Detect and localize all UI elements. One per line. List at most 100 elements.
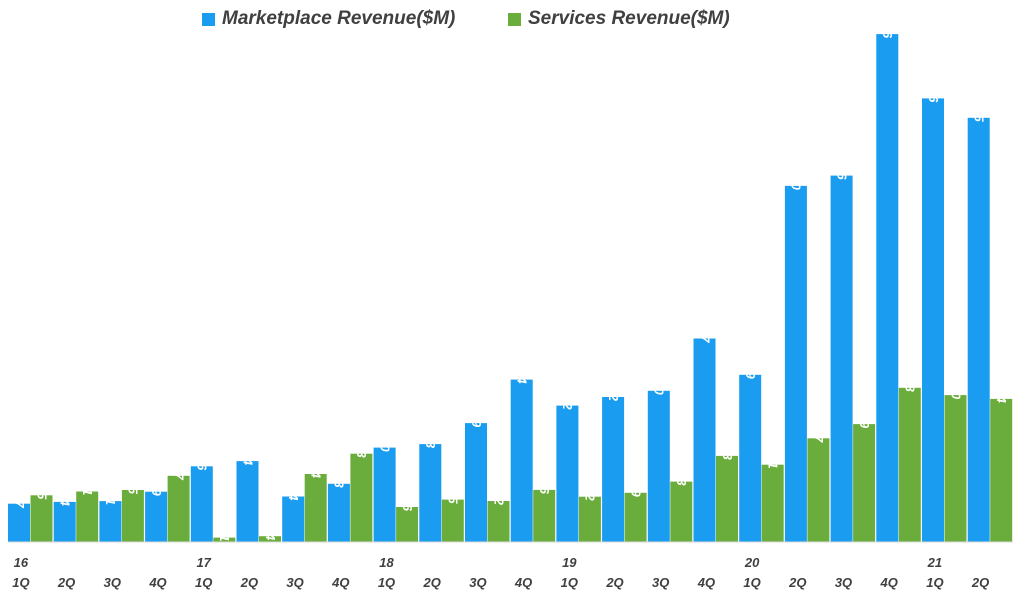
x-year-label-19: 19 [562, 555, 577, 570]
x-tick-label-15: 4Q [697, 575, 715, 590]
legend-item-services[interactable]: Services Revenue($M) [508, 8, 730, 30]
marketplace-bar-7[interactable] [327, 483, 350, 542]
services-data-label-18: 109.9 [857, 396, 872, 429]
marketplace-bar-15[interactable] [693, 338, 716, 543]
services-data-label-20: 137.0 [948, 367, 963, 400]
marketplace-data-label-19: 473.6 [880, 5, 895, 39]
marketplace-bar-18[interactable] [830, 175, 853, 542]
marketplace-bar-6[interactable] [282, 496, 305, 543]
x-year-label-21: 21 [927, 555, 942, 570]
services-bar-1[interactable] [76, 491, 99, 543]
marketplace-bar-19[interactable] [876, 34, 899, 542]
marketplace-data-label-7: 54.3 [332, 462, 347, 488]
marketplace-data-label-11: 151.4 [515, 351, 530, 384]
marketplace-data-label-18: 341.6 [834, 147, 849, 180]
x-tick-label-4: 1Q [195, 575, 212, 590]
services-data-label-3: 61.7 [171, 454, 186, 480]
services-bar-5[interactable] [259, 536, 281, 542]
services-bar-16[interactable] [761, 464, 784, 542]
x-tick-label-5: 2Q [240, 575, 258, 590]
services-bar-7[interactable] [350, 453, 373, 542]
services-data-label-5: 5.4 [263, 522, 278, 541]
services-data-label-11: 48.6 [537, 468, 552, 495]
marketplace-data-label-2: 38.1 [103, 480, 118, 505]
marketplace-data-label-8: 88.0 [377, 426, 392, 452]
x-tick-label-11: 4Q [514, 575, 532, 590]
marketplace-data-label-13: 135.2 [606, 368, 621, 401]
marketplace-bar-12[interactable] [556, 405, 579, 542]
services-bar-19[interactable] [898, 387, 921, 542]
x-year-label-16: 16 [14, 555, 29, 570]
services-data-label-9: 39.5 [446, 478, 461, 504]
marketplace-bar-11[interactable] [510, 379, 533, 542]
services-data-label-4: 4.1 [217, 523, 232, 542]
x-tick-label-12: 1Q [561, 575, 578, 590]
x-tick-label-7: 4Q [331, 575, 349, 590]
services-bar-8[interactable] [396, 507, 419, 542]
x-tick-label-6: 3Q [286, 575, 303, 590]
marketplace-bar-3[interactable] [145, 491, 168, 542]
marketplace-data-label-3: 46.9 [149, 469, 164, 496]
marketplace-bar-0[interactable] [8, 503, 30, 542]
x-tick-label-19: 4Q [880, 575, 898, 590]
marketplace-bar-1[interactable] [53, 501, 76, 542]
marketplace-bar-13[interactable] [602, 397, 625, 542]
services-bar-20[interactable] [944, 395, 967, 542]
x-tick-label-20: 1Q [926, 575, 943, 590]
marketplace-data-label-6: 42.4 [286, 474, 301, 501]
marketplace-data-label-20: 413.6 [926, 69, 941, 103]
marketplace-bar-17[interactable] [784, 185, 807, 542]
services-bar-2[interactable] [121, 490, 144, 542]
marketplace-bar-4[interactable] [190, 466, 213, 542]
services-data-label-6: 63.4 [309, 453, 324, 479]
marketplace-bar-8[interactable] [373, 447, 396, 542]
x-tick-label-18: 3Q [835, 575, 852, 590]
services-bar-11[interactable] [533, 489, 556, 542]
x-tick-label-9: 2Q [423, 575, 441, 590]
services-data-label-15: 80.3 [720, 435, 735, 461]
services-bar-18[interactable] [853, 424, 876, 542]
services-data-label-17: 96.7 [811, 417, 826, 443]
services-data-label-8: 32.6 [400, 486, 415, 512]
services-bar-6[interactable] [304, 474, 327, 542]
x-tick-label-14: 3Q [652, 575, 669, 590]
x-tick-label-0: 1Q [12, 575, 29, 590]
marketplace-bar-9[interactable] [419, 444, 442, 542]
legend-label-services: Services Revenue($M) [528, 8, 730, 29]
x-tick-label-10: 3Q [469, 575, 486, 590]
services-bar-3[interactable] [167, 475, 190, 542]
legend: Marketplace Revenue($M) Services Revenue… [0, 8, 1023, 38]
services-bar-15[interactable] [716, 455, 738, 542]
marketplace-data-label-9: 91.3 [423, 423, 438, 449]
marketplace-bar-10[interactable] [465, 423, 487, 542]
marketplace-data-label-15: 189.7 [697, 310, 712, 343]
services-bar-21[interactable] [990, 398, 1013, 542]
services-bar-17[interactable] [807, 438, 830, 542]
marketplace-bar-21[interactable] [967, 117, 990, 543]
services-bar-0[interactable] [30, 495, 53, 542]
marketplace-data-label-1: 37.4 [58, 481, 73, 507]
marketplace-bar-16[interactable] [739, 374, 762, 542]
x-axis-ticks: 1Q 2Q 3Q 4Q 1Q 2Q 3Q 4Q 1Q 2Q 3Q 4Q 1Q 2Q 3Q 4Q 1Q 2Q 3Q 4Q… [12, 555, 989, 590]
legend-item-marketplace[interactable]: Marketplace Revenue($M) [202, 8, 455, 30]
services-data-label-19: 143.8 [903, 359, 918, 392]
services-bar-12[interactable] [578, 496, 601, 542]
marketplace-bar-20[interactable] [922, 98, 944, 543]
services-bar-4[interactable] [213, 537, 236, 542]
x-tick-label-17: 2Q [788, 575, 806, 590]
services-data-label-1: 47.1 [80, 469, 95, 495]
services-bar-10[interactable] [487, 501, 510, 542]
services-bar-14[interactable] [670, 481, 693, 542]
services-bar-13[interactable] [624, 492, 647, 542]
legend-swatch-services [508, 12, 521, 26]
services-bar-9[interactable] [441, 499, 464, 542]
marketplace-data-label-5: 75.4 [240, 440, 255, 466]
marketplace-data-label-21: 395.5 [972, 89, 987, 122]
marketplace-bar-5[interactable] [236, 461, 259, 542]
legend-label-marketplace: Marketplace Revenue($M) [222, 8, 456, 29]
services-data-label-13: 45.9 [628, 470, 643, 497]
marketplace-bar-14[interactable] [647, 390, 670, 542]
x-tick-label-1: 2Q [57, 575, 75, 590]
marketplace-bar-2[interactable] [99, 501, 122, 542]
